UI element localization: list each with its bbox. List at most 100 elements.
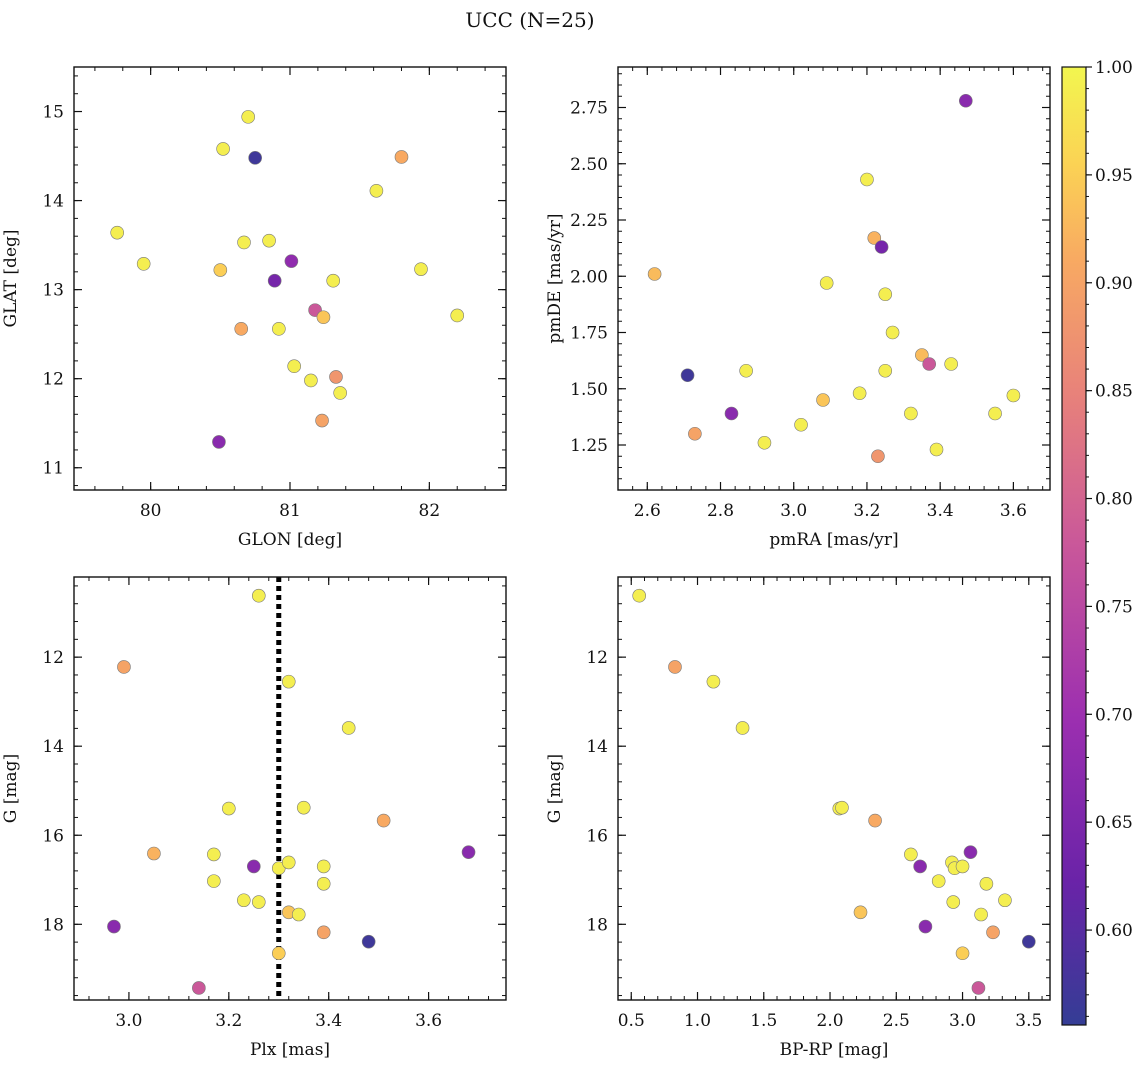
scatter-point [207,847,221,862]
scatter-point [988,406,1002,421]
colorbar-tick-label: 0.60 [1095,921,1133,941]
y-tick-label: 13 [42,281,64,301]
scatter-point [316,876,331,891]
y-tick-label: 16 [42,826,64,846]
x-tick-label: 80 [140,501,162,521]
x-axis-label: BP-RP [mag] [780,1040,889,1060]
scatter-point [904,847,918,862]
scatter-point [929,442,944,457]
scatter-point [316,859,331,874]
x-tick-label: 2.0 [817,1011,844,1031]
x-tick-label: 3.4 [315,1011,342,1031]
x-tick-label: 3.0 [115,1011,142,1031]
colorbar-tick-label: 0.75 [1095,597,1133,617]
x-tick-label: 0.5 [618,1011,645,1031]
scatter-point [212,435,226,449]
x-tick-label: 3.0 [949,1011,976,1031]
scatter-panel-1: 80 81 82 11 12 13 14 15 GLON [deg] GLAT [deg] [1,66,507,550]
x-tick-label: 3.6 [1000,501,1027,521]
scatter-point [835,800,849,815]
scatter-point [207,874,221,888]
colorbar-tick-label: 0.85 [1095,382,1133,402]
scatter-point [333,386,347,400]
scatter-point [853,905,868,920]
scatter-point [913,859,927,874]
scatter-point [369,183,384,198]
y-tick-label: 2.25 [570,211,608,231]
colorbar-gradient [1061,66,1087,1026]
scatter-point [117,660,131,674]
scatter-point [316,925,331,940]
scatter-point [931,874,946,888]
scatter-point [248,151,262,165]
scatter-point [216,142,230,156]
scatter-point [668,660,682,674]
scatter-point [414,262,428,276]
scatter-point [237,893,251,908]
scatter-point [281,855,296,870]
scatter-point [915,348,929,362]
scatter-point [284,254,299,268]
scatter-point [963,845,978,859]
y-tick-label: 12 [42,648,64,668]
scatter-point [147,846,161,861]
scatter-point [394,150,409,164]
y-tick-label: 12 [42,370,64,390]
scatter-point [267,273,282,288]
scatter-point [251,895,266,909]
scatter-point [329,370,343,384]
scatter-point [192,981,206,995]
scatter-point [136,257,151,271]
scatter-point [688,426,702,441]
colorbar-tick-label: 0.65 [1095,813,1133,833]
scatter-point [885,325,900,340]
colorbar-tick-label: 0.70 [1095,705,1133,725]
colorbar-tick-label: 0.80 [1095,490,1133,510]
x-tick-label: 2.5 [883,1011,910,1031]
scatter-point [287,359,301,374]
x-axis-label: Plx [mas] [250,1040,330,1060]
axes-frame [73,66,507,491]
scatter-point [918,919,933,934]
x-axis-label: pmRA [mas/yr] [769,530,898,550]
scatter-point [735,721,750,735]
x-tick-label: 82 [419,501,441,521]
scatter-point [222,801,236,816]
figure-title: UCC (N=25) [465,8,594,32]
scatter-point [272,322,286,336]
x-tick-label: 3.2 [853,501,880,521]
colorbar-tick-label: 0.95 [1095,166,1133,186]
scatter-point [361,934,376,949]
colorbar: 1.00 0.95 0.90 0.85 0.80 0.75 0.70 0.65 0.60 [1061,58,1133,1026]
scatter-point [304,373,318,388]
scatter-point [262,233,276,248]
scatter-point [315,413,329,428]
scatter-point [341,721,356,735]
scatter-panel-2: 2.6 2.8 3.0 3.2 3.4 3.6 1.25 1.50 1.75 2.00 2.25 2.… [545,66,1051,550]
scatter-point [237,235,251,250]
scatter-point [1006,388,1021,403]
scatter-point [874,240,889,254]
scatter-point [958,93,973,108]
axes-frame [617,576,1051,1001]
colorbar-tick-label: 1.00 [1095,58,1133,78]
scatter-point [376,813,391,828]
scatter-point [271,946,286,961]
scatter-point [724,406,739,421]
scatter-point [107,919,121,934]
y-axis-label: G [mag] [545,754,565,823]
colorbar-tick-label: 0.90 [1095,274,1133,294]
y-tick-label: 16 [586,826,608,846]
scatter-point [878,363,893,378]
scatter-point [213,263,228,277]
y-axis-label: GLAT [deg] [1,229,21,327]
scatter-panel-3: 3.0 3.2 3.4 3.6 12 14 16 18 Plx [mas] G [mag] [1,576,507,1060]
y-tick-label: 1.50 [570,380,608,400]
scatter-point [794,417,808,432]
scatter-point [816,393,830,407]
y-tick-label: 18 [42,915,64,935]
y-tick-label: 2.50 [570,155,608,175]
y-tick-label: 2.75 [570,99,608,119]
scatter-point [757,435,772,450]
